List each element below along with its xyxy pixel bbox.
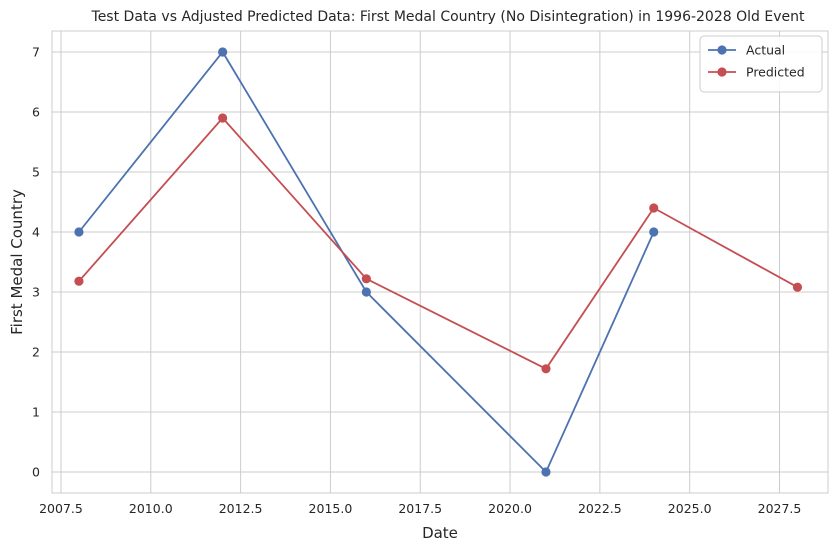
data-point-predicted [541, 364, 551, 374]
data-point-predicted [74, 276, 84, 286]
data-point-predicted [792, 282, 803, 292]
data-point-predicted [218, 113, 228, 123]
y-tick-label: 5 [32, 165, 40, 180]
data-point-predicted [649, 203, 659, 213]
grid [52, 31, 828, 493]
x-tick-label: 2010.0 [129, 501, 173, 516]
x-tick-label: 2012.5 [219, 501, 263, 516]
x-axis-label: Date [422, 524, 458, 542]
data-point-actual [649, 227, 659, 237]
legend-items: Actual Predicted [708, 43, 805, 80]
y-tick-label: 1 [32, 405, 40, 420]
legend-label-actual: Actual [746, 43, 785, 58]
y-tick-labels: 0 1 2 3 4 5 6 7 [32, 45, 40, 480]
legend-item-predicted: Predicted [708, 65, 805, 80]
x-tick-label: 2017.5 [398, 501, 442, 516]
legend-item-actual: Actual [708, 43, 785, 58]
x-tick-label: 2007.5 [39, 501, 83, 516]
x-tick-labels: 2007.5 2010.0 2012.5 2015.0 2017.5 2020.0 2022… [39, 501, 801, 516]
data-point-actual [218, 47, 228, 57]
x-tick-label: 2025.0 [668, 501, 712, 516]
series-line-actual [78, 50, 655, 474]
y-tick-label: 7 [32, 45, 40, 60]
legend-marker-predicted [717, 67, 727, 77]
x-tick-label: 2022.5 [578, 501, 622, 516]
data-point-actual [74, 227, 84, 237]
x-tick-label: 2015.0 [309, 501, 353, 516]
plot-area-frame [51, 30, 829, 494]
chart-title: Test Data vs Adjusted Predicted Data: Fi… [91, 9, 805, 25]
x-tick-label: 2027.5 [758, 501, 802, 516]
y-tick-label: 0 [32, 465, 40, 480]
data-point-actual [361, 287, 371, 297]
y-tick-label: 4 [32, 225, 40, 240]
legend-label-predicted: Predicted [746, 65, 805, 80]
y-axis-label: First Medal Country [8, 189, 26, 335]
legend: Actual Predicted [699, 35, 823, 93]
data-point-actual [541, 467, 551, 477]
series-line-predicted [78, 116, 798, 370]
series-actual [74, 47, 659, 477]
x-tick-label: 2020.0 [488, 501, 532, 516]
series-predicted [74, 113, 803, 374]
legend-marker-actual [717, 45, 727, 55]
series-layer [74, 47, 803, 477]
y-tick-label: 3 [32, 285, 40, 300]
y-tick-label: 2 [32, 345, 40, 360]
y-tick-label: 6 [32, 105, 40, 120]
data-point-predicted [361, 274, 371, 284]
